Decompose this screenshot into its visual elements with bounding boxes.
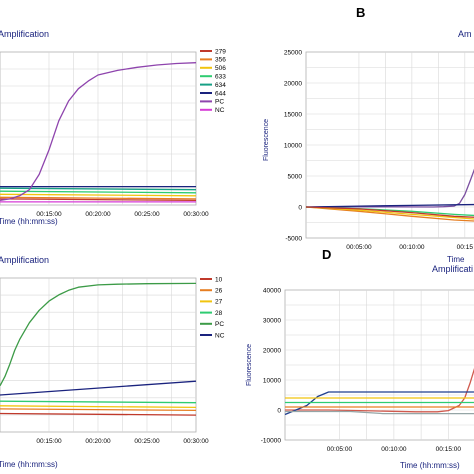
panel-c-series-27 bbox=[0, 405, 197, 409]
panel-d-ytick-label: 20000 bbox=[263, 347, 281, 354]
panel-a-series-634 bbox=[0, 187, 197, 191]
panel-a-title: Amplification bbox=[0, 29, 49, 39]
panel-b-series-yellow bbox=[305, 206, 474, 220]
panel-d-xtick-label: 00:15:00 bbox=[436, 446, 462, 453]
panel-b-ytick-label: 20000 bbox=[284, 80, 302, 87]
panel-a-series-356 bbox=[0, 196, 197, 200]
panel-d-xtick-label: 00:10:00 bbox=[381, 446, 407, 453]
panel-b-ytick-label: 0 bbox=[298, 204, 302, 211]
panel-a-xtick-label: 00:30:00 bbox=[183, 211, 209, 218]
panel-d-ytick-label: 10000 bbox=[263, 377, 281, 384]
panel-c-xtick-label: 00:20:00 bbox=[85, 438, 111, 445]
panel-d-series-gray bbox=[285, 410, 474, 415]
panel-c-xtick-label: 00:25:00 bbox=[134, 438, 160, 445]
panel-c-series-10 bbox=[0, 412, 197, 416]
panel-a-series-506 bbox=[0, 193, 197, 197]
panel-a: Amplification Time (hh:mm:ss) 00:15:00 00… bbox=[0, 29, 226, 226]
panel-c-series-26 bbox=[0, 408, 197, 412]
panel-a-legend-label: 356 bbox=[215, 57, 226, 64]
panel-d: D Amplificati 40000 30000 20000 10000 0 -1000… bbox=[246, 247, 474, 470]
panel-a-legend-label: 633 bbox=[215, 74, 226, 81]
panel-c-legend-label: 26 bbox=[215, 288, 223, 295]
panel-b-series-blue bbox=[305, 203, 474, 208]
panel-c-series bbox=[0, 282, 197, 416]
panel-c-legend-label: PC bbox=[215, 321, 224, 328]
panel-b-label: B bbox=[356, 5, 365, 20]
panel-a-series-279 bbox=[0, 198, 197, 202]
panel-d-ylabel: Fluorescence bbox=[246, 344, 253, 386]
panel-b-series-red bbox=[305, 206, 474, 218]
panel-a-legend-label: 644 bbox=[215, 90, 226, 97]
panel-c-legend-label: 27 bbox=[215, 299, 223, 306]
panel-a-series-pc bbox=[0, 62, 197, 202]
panel-b-xtick-label: 00:05:00 bbox=[346, 244, 372, 251]
panel-a-legend-label: NC bbox=[215, 107, 225, 114]
panel-a-legend-label: 506 bbox=[215, 65, 226, 72]
panel-b-ytick-label: 25000 bbox=[284, 49, 302, 56]
panel-c-xtick-label: 00:15:00 bbox=[36, 438, 62, 445]
panel-a-legend-label: PC bbox=[215, 99, 224, 106]
panel-a-xtick-label: 00:20:00 bbox=[85, 211, 111, 218]
panel-a-xlabel: Time (hh:mm:ss) bbox=[0, 217, 58, 226]
panel-d-title: Amplificati bbox=[432, 264, 473, 274]
panel-c-xticks: 00:15:00 00:20:00 00:25:00 00:30:00 bbox=[36, 438, 209, 445]
panel-c-title: Amplification bbox=[0, 255, 49, 265]
panel-b-xlabel: Time bbox=[447, 255, 465, 264]
panel-d-xlabel: Time (hh:mm:ss) bbox=[400, 461, 460, 470]
panel-b: B Am 25000 20000 15000 10000 5000 0 -5000 00:0… bbox=[263, 5, 474, 264]
panel-c-legend-label: 10 bbox=[215, 276, 223, 283]
panel-b-xtick-label: 00:15 bbox=[457, 244, 474, 251]
panel-b-ylabel: Fluorescence bbox=[263, 119, 270, 161]
panel-b-ytick-label: -5000 bbox=[285, 235, 302, 242]
panel-b-series-orange bbox=[305, 206, 474, 222]
panel-a-xticks: 00:15:00 00:20:00 00:25:00 00:30:00 bbox=[36, 211, 209, 218]
panel-a-legend-label: 634 bbox=[215, 82, 226, 89]
panel-d-grid bbox=[285, 290, 474, 440]
panel-d-ytick-label: -10000 bbox=[261, 437, 282, 444]
panel-c-legend-label: 28 bbox=[215, 310, 223, 317]
panel-d-series-red bbox=[285, 368, 474, 413]
panel-b-xticks: 00:05:00 00:10:00 00:15 bbox=[346, 244, 473, 251]
panel-b-series bbox=[305, 168, 474, 222]
panel-a-legend-label: 279 bbox=[215, 48, 226, 55]
panel-c-xlabel: Time (hh:mm:ss) bbox=[0, 460, 58, 469]
panel-b-ytick-label: 10000 bbox=[284, 142, 302, 149]
panel-c-legend: 10 26 27 28 PC NC bbox=[200, 276, 225, 339]
panel-a-xtick-label: 00:25:00 bbox=[134, 211, 160, 218]
panel-d-ytick-label: 0 bbox=[277, 407, 281, 414]
panel-c-series-28 bbox=[0, 400, 197, 404]
panel-d-ytick-label: 40000 bbox=[263, 287, 281, 294]
panel-b-yticks: 25000 20000 15000 10000 5000 0 -5000 bbox=[284, 49, 302, 242]
panel-d-xtick-label: 00:05:00 bbox=[327, 446, 353, 453]
panel-c-series-pc bbox=[0, 282, 197, 387]
panel-d-xticks: 00:05:00 00:10:00 00:15:00 bbox=[327, 446, 462, 453]
panel-d-series bbox=[284, 368, 474, 416]
panel-d-ytick-label: 30000 bbox=[263, 317, 281, 324]
panel-c: Amplification Time (hh:mm:ss) 00:15:00 00… bbox=[0, 255, 225, 469]
panel-a-series-633 bbox=[0, 190, 197, 194]
panel-c-series-nc bbox=[0, 380, 197, 396]
panel-d-yticks: 40000 30000 20000 10000 0 -10000 bbox=[261, 287, 282, 444]
panel-a-series bbox=[0, 62, 197, 203]
panel-b-xtick-label: 00:10:00 bbox=[399, 244, 425, 251]
panel-c-legend-label: NC bbox=[215, 332, 225, 339]
panel-b-amplification-fragment: Am bbox=[458, 29, 472, 39]
panel-c-xtick-label: 00:30:00 bbox=[183, 438, 209, 445]
panel-b-ytick-label: 15000 bbox=[284, 111, 302, 118]
panel-b-ytick-label: 5000 bbox=[288, 173, 303, 180]
panel-b-series-purple bbox=[305, 168, 474, 208]
panel-d-series-blue bbox=[284, 391, 474, 416]
panel-d-label: D bbox=[322, 247, 331, 262]
panel-a-xtick-label: 00:15:00 bbox=[36, 211, 62, 218]
